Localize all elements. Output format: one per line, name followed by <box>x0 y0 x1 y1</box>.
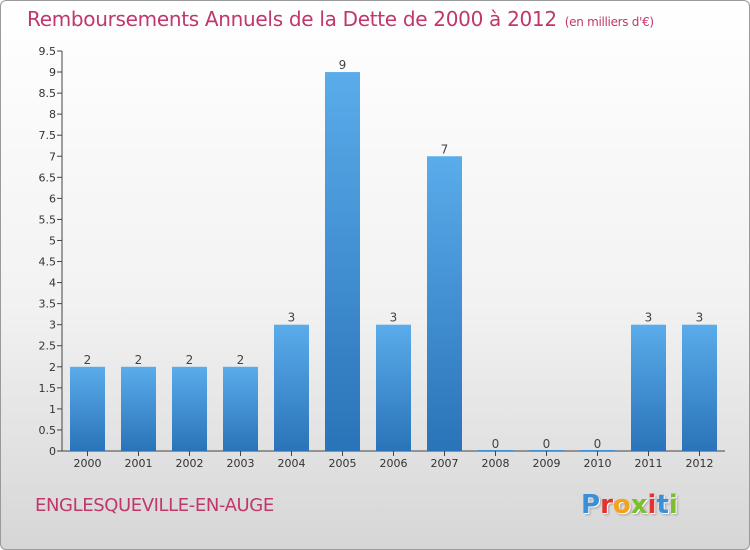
x-tick-label: 2009 <box>533 457 561 470</box>
y-tick-label: 6.5 <box>39 171 57 184</box>
y-tick-label: 9.5 <box>39 45 57 58</box>
bar <box>682 324 717 451</box>
y-tick-label: 0.5 <box>39 424 57 437</box>
bar <box>223 366 258 451</box>
logo-letter: i <box>668 490 678 520</box>
y-tick-label: 1 <box>49 403 56 416</box>
bar-value-label: 3 <box>696 311 704 325</box>
title-unit: (en milliers d'€) <box>564 15 654 29</box>
x-tick-label: 2007 <box>431 457 459 470</box>
x-tick-label: 2000 <box>74 457 102 470</box>
bar <box>478 450 513 451</box>
bar-value-label: 0 <box>492 437 500 451</box>
y-tick-label: 1.5 <box>39 382 57 395</box>
bar <box>529 450 564 451</box>
bar <box>172 366 207 451</box>
bar <box>325 72 360 451</box>
bar-value-label: 3 <box>288 311 296 325</box>
y-tick-label: 2 <box>49 361 56 374</box>
y-tick-label: 2.5 <box>39 340 57 353</box>
commune-name: ENGLESQUEVILLE-EN-AUGE <box>35 495 274 516</box>
x-tick-label: 2008 <box>482 457 510 470</box>
x-tick-label: 2003 <box>227 457 255 470</box>
x-tick-label: 2005 <box>329 457 357 470</box>
x-tick-label: 2002 <box>176 457 204 470</box>
bar <box>121 366 156 451</box>
bar-value-label: 9 <box>339 58 347 72</box>
bar-value-label: 3 <box>390 311 398 325</box>
bar-value-label: 2 <box>237 353 245 367</box>
bar-value-label: 0 <box>543 437 551 451</box>
x-tick-label: 2001 <box>125 457 153 470</box>
bar <box>70 366 105 451</box>
chart-title: Remboursements Annuels de la Dette de 20… <box>27 7 654 31</box>
logo-letter: i <box>647 490 657 520</box>
title-text: Remboursements Annuels de la Dette de 20… <box>27 7 557 31</box>
bar <box>580 450 615 451</box>
proxiti-logo: Proxiti <box>581 490 678 520</box>
bar <box>631 324 666 451</box>
bar <box>427 156 462 451</box>
bar-value-label: 2 <box>186 353 194 367</box>
y-tick-label: 0 <box>49 445 56 458</box>
bar <box>376 324 411 451</box>
x-tick-label: 2004 <box>278 457 306 470</box>
y-tick-label: 3.5 <box>39 298 57 311</box>
bar-value-label: 7 <box>441 142 449 156</box>
y-tick-label: 8.5 <box>39 87 57 100</box>
y-tick-label: 9 <box>49 66 56 79</box>
bar-value-label: 3 <box>645 311 653 325</box>
x-tick-label: 2012 <box>686 457 714 470</box>
y-tick-label: 3 <box>49 319 56 332</box>
logo-letter: o <box>612 490 631 520</box>
bar-value-label: 2 <box>84 353 92 367</box>
bar-value-label: 0 <box>594 437 602 451</box>
y-tick-label: 6 <box>49 192 56 205</box>
logo-letter: t <box>656 490 669 520</box>
y-tick-label: 4.5 <box>39 256 57 269</box>
y-tick-label: 4 <box>49 277 56 290</box>
bar <box>274 324 309 451</box>
y-tick-label: 8 <box>49 108 56 121</box>
y-tick-label: 7.5 <box>39 129 57 142</box>
logo-letter: P <box>581 490 601 520</box>
y-tick-label: 7 <box>49 150 56 163</box>
x-tick-label: 2011 <box>635 457 663 470</box>
x-tick-label: 2010 <box>584 457 612 470</box>
logo-letter: x <box>630 490 648 520</box>
y-tick-label: 5 <box>49 234 56 247</box>
bar-value-label: 2 <box>135 353 143 367</box>
logo-letter: r <box>600 490 613 520</box>
y-tick-label: 5.5 <box>39 213 57 226</box>
x-tick-label: 2006 <box>380 457 408 470</box>
